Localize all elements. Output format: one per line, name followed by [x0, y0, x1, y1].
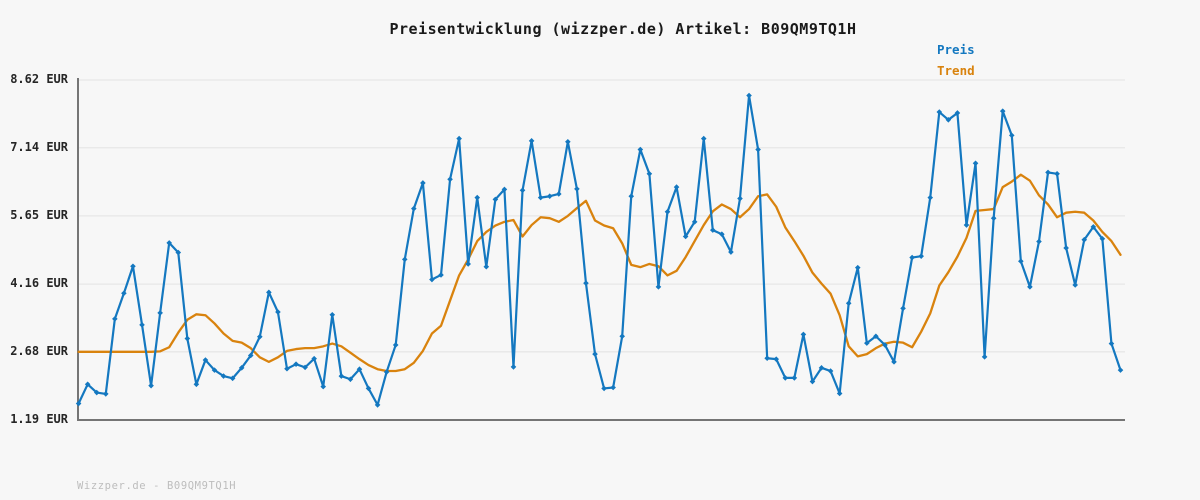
price-line — [77, 94, 1122, 406]
legend-item-trend: Trend — [937, 63, 975, 78]
y-tick-label: 4.16 EUR — [10, 276, 68, 291]
y-tick-label: 5.65 EUR — [10, 207, 68, 222]
watermark-text: Wizzper.de - B09QM9TQ1H — [77, 480, 237, 492]
y-tick-label: 8.62 EUR — [10, 72, 68, 86]
price-point-markers — [75, 92, 1124, 408]
y-tick-label: 7.14 EUR — [10, 139, 68, 154]
chart-title: Preisentwicklung (wizzper.de) Artikel: B… — [389, 20, 857, 38]
chart-legend: Preis Trend — [937, 39, 975, 81]
trend-line — [77, 173, 1122, 373]
y-tick-label: 2.68 EUR — [10, 343, 68, 358]
y-tick-label: 1.19 EUR — [10, 412, 68, 426]
legend-item-preis: Preis — [937, 42, 975, 57]
